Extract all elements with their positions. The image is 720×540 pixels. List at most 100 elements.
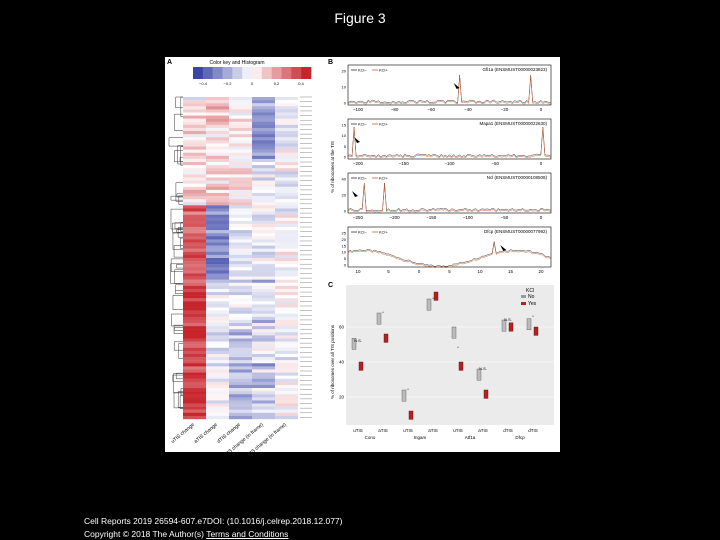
heatmap-cell [252, 248, 275, 253]
heatmap-cell [275, 183, 298, 187]
key-tick: 0 [251, 81, 254, 86]
heatmap-cell [229, 223, 252, 228]
box-yes [508, 322, 514, 332]
heatmap-cell [229, 319, 252, 324]
heatmap-cell [252, 242, 275, 246]
heatmap-cell [229, 217, 252, 222]
y-tick: 0 [344, 209, 347, 214]
terms-link[interactable]: Terms and Conditions [206, 529, 289, 539]
dendro-branch [174, 222, 183, 229]
heatmap-cell [275, 143, 298, 147]
heatmap-cell [183, 363, 206, 367]
heatmap-cell [275, 357, 298, 361]
heatmap-cell [229, 220, 252, 225]
heatmap-cell [252, 264, 275, 268]
y-tick: 5 [344, 144, 347, 149]
x-tick: −40 [464, 107, 472, 112]
box-yes [433, 291, 439, 301]
heatmap-cell [183, 248, 206, 253]
heatmap-cell [275, 341, 298, 345]
heatmap-cell [183, 384, 206, 389]
heatmap-cell [252, 304, 275, 308]
heatmap-cell [275, 134, 298, 138]
heatmap-cell [206, 292, 229, 296]
heatmap-cell [183, 316, 206, 321]
heatmap-cell [183, 360, 206, 364]
heatmap-cell [183, 217, 206, 222]
dendro-branch [173, 324, 183, 334]
heatmap-cell [183, 366, 206, 370]
heatmap-cell [206, 415, 229, 420]
track: Gfi1a (ENSMUST00000023823) KCl− KCl+ −100 −8… [342, 64, 552, 112]
heatmap-cell [183, 131, 206, 135]
dendro-branch [174, 327, 183, 331]
heatmap-cell [252, 233, 275, 237]
heatmap-cell [275, 174, 298, 178]
heatmap-cell [275, 270, 298, 274]
heatmap-cell [252, 227, 275, 231]
heatmap-cell [206, 97, 229, 101]
heatmap-cell [229, 162, 252, 166]
heatmap-cell [229, 112, 252, 116]
heatmap-cell [275, 248, 298, 253]
arrowhead-icon [453, 83, 460, 89]
heatmap-cell [206, 394, 229, 398]
heatmap-cell [252, 168, 275, 172]
heatmap-cell [252, 205, 275, 209]
heatmap-cell [252, 180, 275, 184]
panel-b-ylabel: % of ribosomes at the TIS [330, 141, 335, 193]
sig-label: N.S. [354, 338, 362, 343]
heatmap-cell [275, 199, 298, 203]
heatmap-cell [275, 335, 298, 339]
heatmap-cell [183, 143, 206, 147]
heatmap-cell [206, 363, 229, 367]
key-cell [202, 67, 213, 79]
y-tick: 20 [342, 69, 347, 74]
box-yes [408, 410, 414, 420]
heatmap-cell [206, 282, 229, 287]
row-dendrogram [168, 96, 183, 410]
heatmap-cell [206, 388, 229, 392]
heatmap-cell [252, 208, 275, 212]
heatmap-cell [252, 245, 275, 249]
heatmap-cell [206, 192, 229, 197]
key-tick: −0.2 [224, 81, 233, 86]
legend-kcl-plus: KCl+ [379, 230, 388, 235]
legend-kcl-plus: KCl+ [379, 122, 388, 127]
heatmap-cell [229, 227, 252, 231]
heatmap-cell [229, 236, 252, 240]
heatmap-cell [275, 344, 298, 348]
heatmap-cell [275, 149, 298, 153]
heatmap-cell [206, 162, 229, 166]
group-label: Dfcp [515, 435, 525, 440]
heatmap-cell [275, 196, 298, 200]
heatmap-cell [252, 251, 275, 256]
x-tick: aTIS [428, 428, 438, 433]
heatmap-cell [252, 146, 275, 150]
heatmap-cell [206, 344, 229, 348]
heatmap-cell [183, 236, 206, 240]
heatmap-cell [275, 245, 298, 249]
heatmap-cell [252, 192, 275, 197]
heatmap-cell [229, 332, 252, 336]
heatmap-cell [229, 199, 252, 203]
heatmap-cell [229, 131, 252, 135]
heatmap-cell [252, 316, 275, 321]
color-key-title: Color key and Histogram [209, 60, 264, 66]
heatmap-cell [252, 329, 275, 333]
heatmap-cell [275, 384, 298, 389]
heatmap-cell [183, 415, 206, 420]
heatmap-cell [229, 100, 252, 104]
box-axis: uTIS aTIS uTIS aTIS uTIS aTIS dTIS dTIS Cono Inga… [353, 428, 538, 440]
heatmap-cell [206, 223, 229, 228]
heatmap-cell [206, 230, 229, 234]
heatmap-cell [183, 97, 206, 101]
legend-kcl-minus: KCl− [358, 176, 367, 181]
x-tick: aTIS [478, 428, 488, 433]
legend-kcl-plus: KCl+ [379, 68, 388, 73]
heatmap-cell [275, 115, 298, 119]
y-tick: 0 [344, 101, 347, 106]
heatmap-cell [206, 134, 229, 138]
heatmap-cell [252, 372, 275, 376]
heatmap-cell [229, 183, 252, 187]
